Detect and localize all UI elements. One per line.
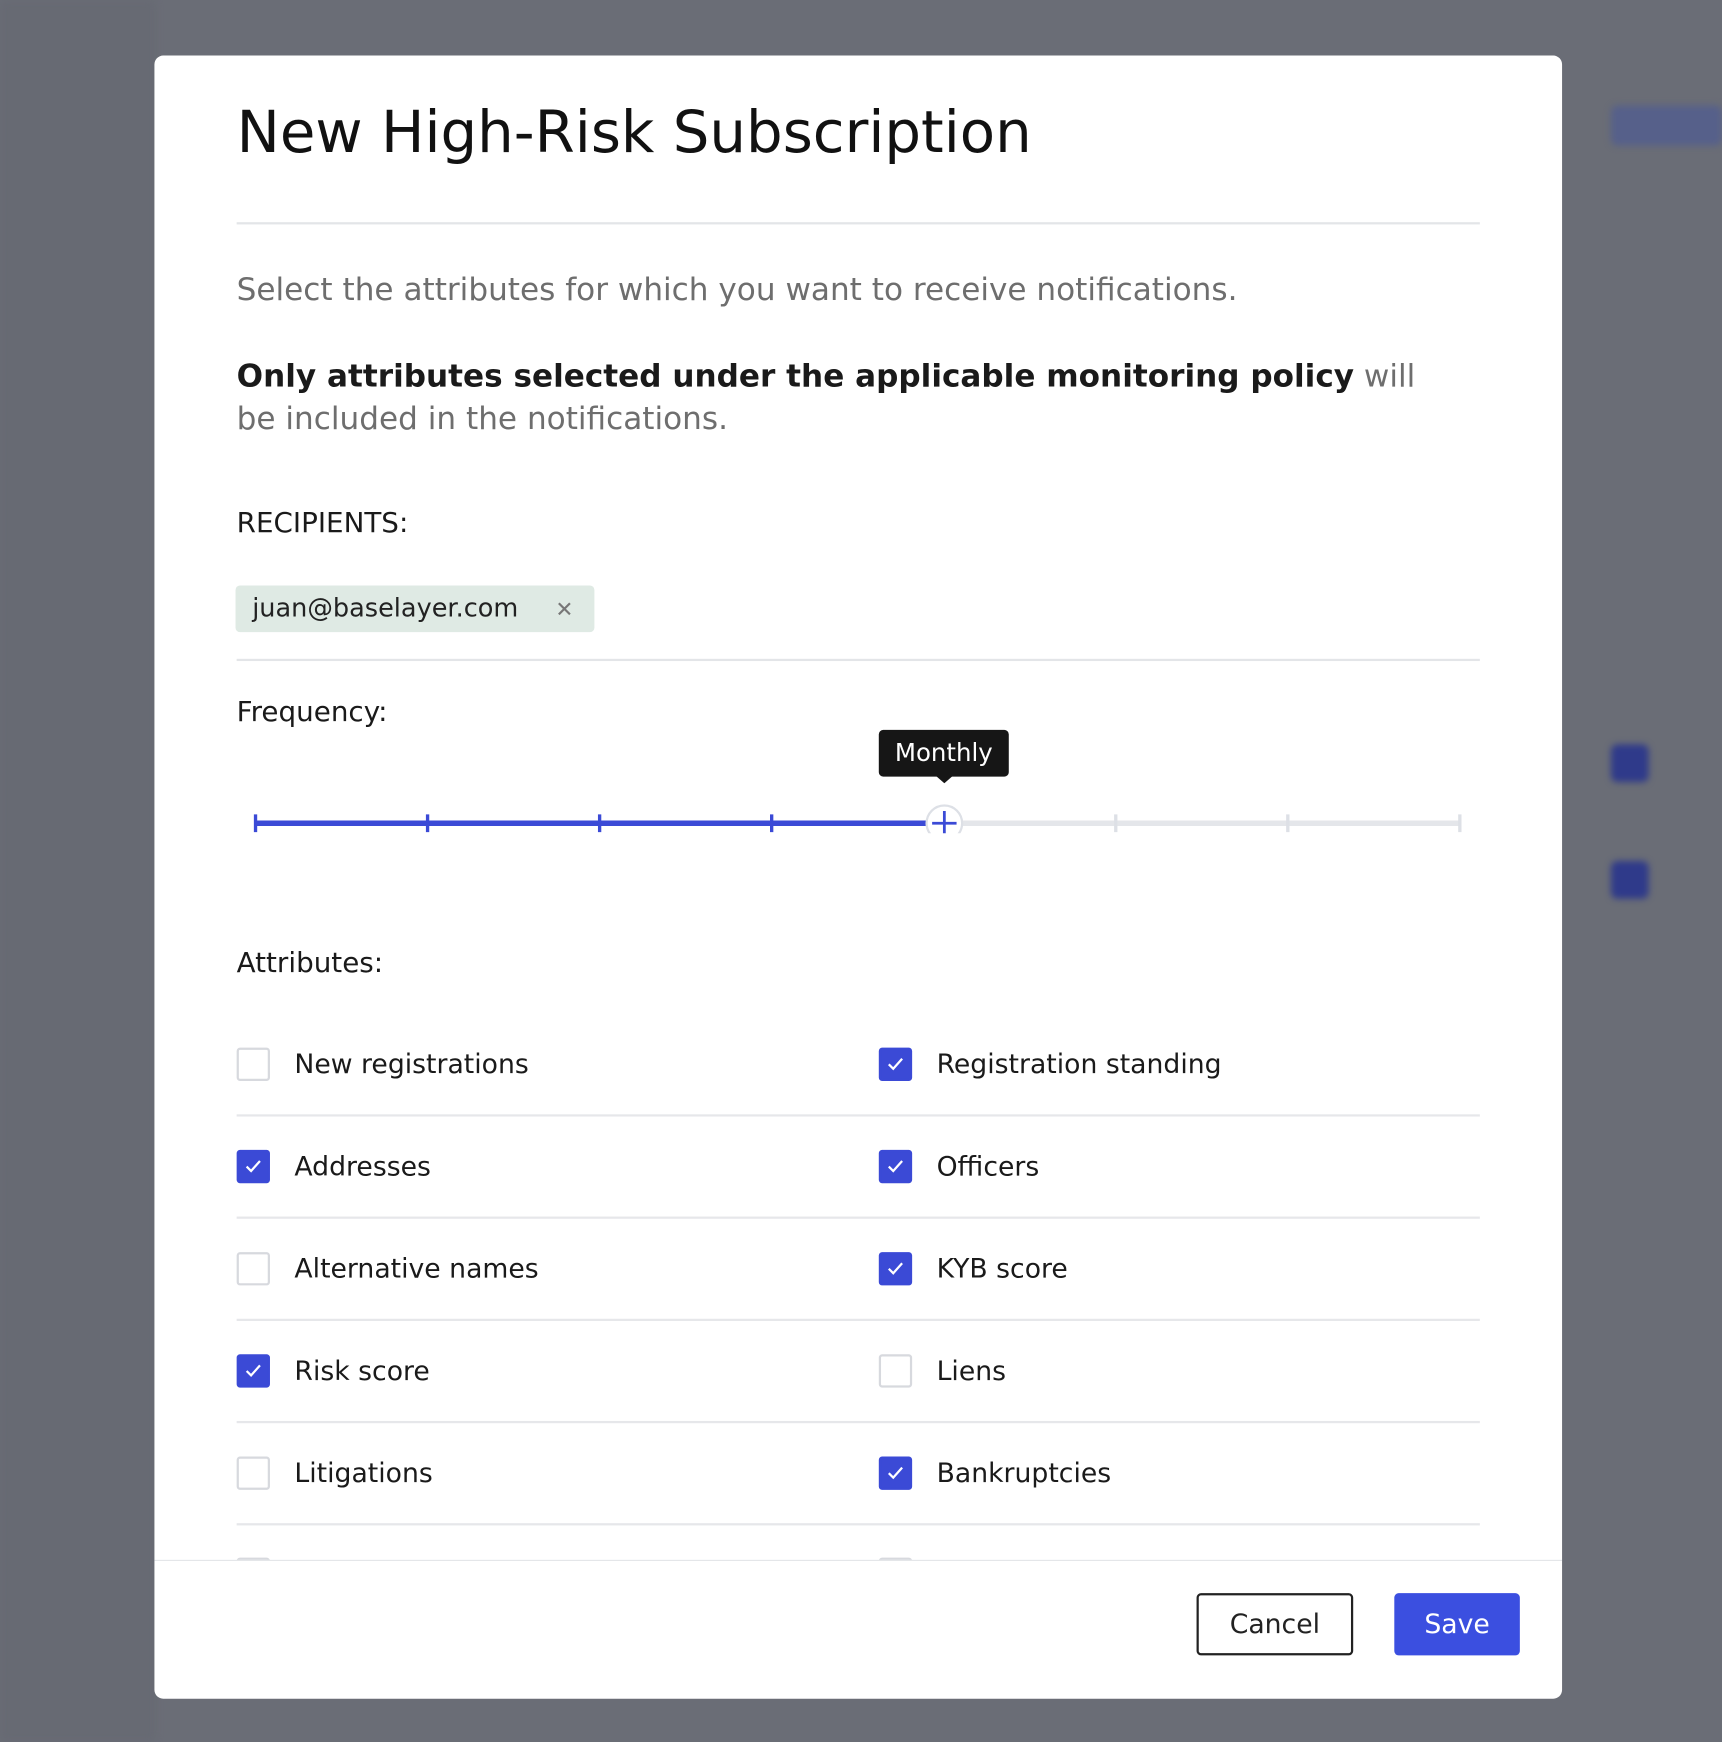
background-checkbox	[1610, 861, 1649, 899]
attribute-list: New registrations Registration standing Ad…	[154, 1011, 1562, 1560]
attribute-label: Bankruptcies	[936, 1457, 1112, 1489]
checkbox[interactable]	[878, 1047, 913, 1082]
check-icon	[888, 1058, 903, 1071]
recipient-chip[interactable]: juan@baselayer.com	[235, 585, 594, 633]
checkbox[interactable]	[878, 1354, 913, 1388]
check-icon	[245, 1364, 261, 1378]
cancel-button[interactable]: Cancel	[1196, 1593, 1354, 1656]
row-divider	[236, 1216, 1480, 1219]
checkbox[interactable]	[236, 1252, 270, 1286]
checkbox[interactable]	[878, 1149, 913, 1184]
attribute-option[interactable]: Litigations	[236, 1455, 433, 1491]
checkbox[interactable]	[878, 1252, 913, 1286]
row-divider	[236, 1523, 1480, 1525]
attribute-option[interactable]: Addresses	[236, 1149, 431, 1185]
checkbox[interactable]	[236, 1047, 270, 1082]
row-divider	[236, 1420, 1480, 1423]
attribute-label: Risk score	[294, 1355, 430, 1387]
divider	[236, 658, 1480, 662]
attribute-option[interactable]: Liens	[878, 1353, 1007, 1389]
row-divider	[236, 1114, 1480, 1116]
slider-tooltip: Monthly	[878, 729, 1009, 777]
checkbox[interactable]	[878, 1456, 913, 1490]
divider	[236, 222, 1480, 225]
frequency-label: Frequency:	[236, 695, 388, 728]
checkbox[interactable]	[236, 1354, 270, 1388]
policy-note: Only attributes selected under the appli…	[237, 356, 1459, 440]
attribute-label: Liens	[936, 1355, 1007, 1387]
checkbox[interactable]	[236, 1149, 270, 1184]
attribute-label: Registration standing	[936, 1048, 1222, 1080]
save-button[interactable]: Save	[1394, 1593, 1520, 1656]
checkbox[interactable]	[236, 1456, 270, 1490]
check-icon	[888, 1262, 903, 1275]
attribute-option[interactable]: New registrations	[236, 1047, 529, 1083]
attributes-label: Attributes:	[236, 946, 384, 979]
attribute-option[interactable]: Alternative names	[236, 1251, 539, 1287]
recipient-email: juan@baselayer.com	[252, 594, 519, 624]
checkbox[interactable]	[236, 1557, 270, 1560]
checkbox[interactable]	[878, 1557, 913, 1560]
background-checkbox	[1610, 744, 1649, 783]
policy-note-rest: will be included in the notifications.	[236, 357, 1416, 437]
remove-icon[interactable]	[556, 601, 572, 617]
description: Select the attributes for which you want…	[236, 271, 1238, 308]
recipients-label: RECIPIENTS:	[236, 506, 409, 539]
background-panel	[0, 0, 156, 1742]
attribute-label: KYB score	[936, 1253, 1068, 1285]
attribute-label: Addresses	[294, 1150, 431, 1183]
dialog-footer: Cancel Save	[154, 1559, 1563, 1699]
attribute-label: Litigations	[294, 1457, 433, 1489]
attribute-option[interactable]: KYB score	[878, 1251, 1068, 1287]
attribute-option[interactable]: Bankruptcies	[878, 1455, 1112, 1491]
attribute-option[interactable]: Risk score	[236, 1353, 430, 1389]
attribute-option[interactable]: Registration standing	[878, 1047, 1222, 1083]
check-icon	[888, 1466, 903, 1480]
policy-note-bold: Only attributes selected under the appli…	[236, 357, 1355, 395]
background-tab	[1610, 105, 1722, 146]
dialog-title: New High-Risk Subscription	[236, 99, 1032, 167]
row-divider	[236, 1318, 1480, 1321]
dialog: New High-Risk Subscription Select the at…	[154, 55, 1563, 1699]
check-icon	[888, 1160, 903, 1173]
frequency-slider[interactable]	[154, 767, 1562, 834]
attribute-option[interactable]: Officers	[878, 1149, 1040, 1185]
attribute-label: Alternative names	[294, 1253, 539, 1285]
attribute-label: Officers	[936, 1150, 1040, 1183]
check-icon	[245, 1160, 261, 1173]
attribute-label: New registrations	[294, 1048, 529, 1080]
